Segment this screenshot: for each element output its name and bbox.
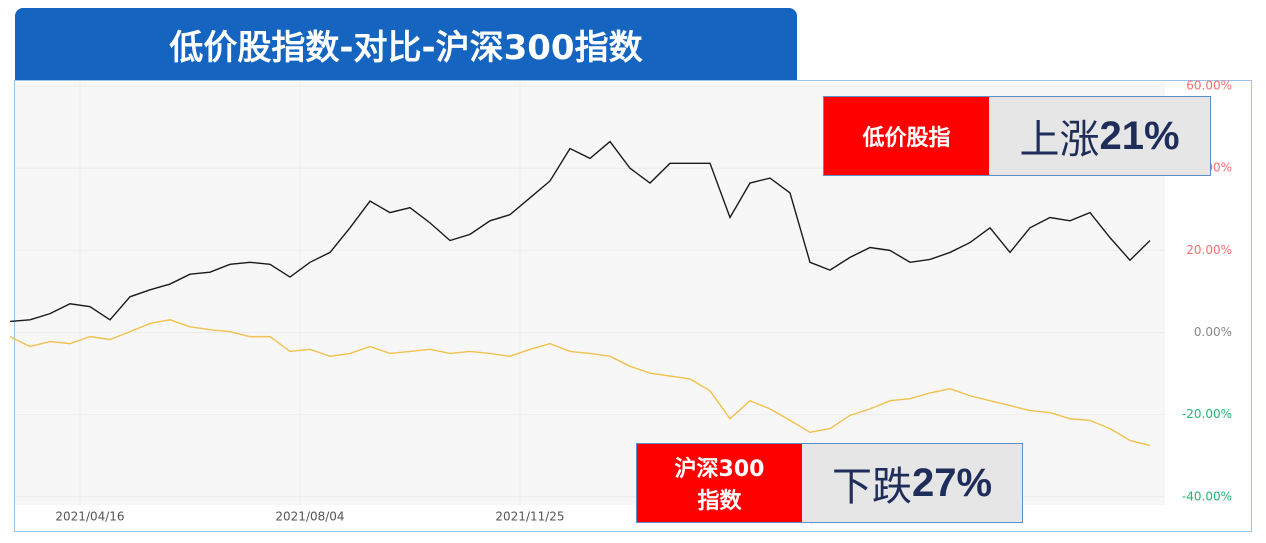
y-tick-label: 60.00% <box>1186 79 1232 93</box>
y-tick-label: -20.00% <box>1182 407 1232 421</box>
chart-title: 低价股指数-对比-沪深300指数 <box>15 8 797 80</box>
series-line <box>9 319 1151 447</box>
y-tick-label: 0.00% <box>1194 325 1232 339</box>
callout: 低价股指 上涨 21% <box>823 96 1211 176</box>
callout-change: 21% <box>1099 113 1180 158</box>
y-tick-label: -40.00% <box>1182 489 1232 503</box>
x-tick-label: 2021/11/25 <box>495 510 564 524</box>
callout-label-text: 沪深300指数 <box>674 457 765 514</box>
callout-label: 沪深300指数 <box>637 444 802 522</box>
callout: 沪深300指数 下跌 27% <box>636 443 1023 523</box>
callout-value: 下跌 27% <box>802 444 1022 522</box>
callout-label: 低价股指 <box>824 97 989 175</box>
chart-frame <box>14 80 1252 532</box>
callout-value: 上涨 21% <box>989 97 1210 175</box>
x-tick-label: 2021/08/04 <box>275 510 344 524</box>
callout-change: 27% <box>911 460 993 505</box>
callout-word: 下跌 <box>831 464 912 510</box>
y-tick-label: 20.00% <box>1186 243 1232 257</box>
x-tick-label: 2021/04/16 <box>55 510 124 524</box>
series-line <box>9 140 1151 323</box>
callout-word: 上涨 <box>1019 117 1100 163</box>
